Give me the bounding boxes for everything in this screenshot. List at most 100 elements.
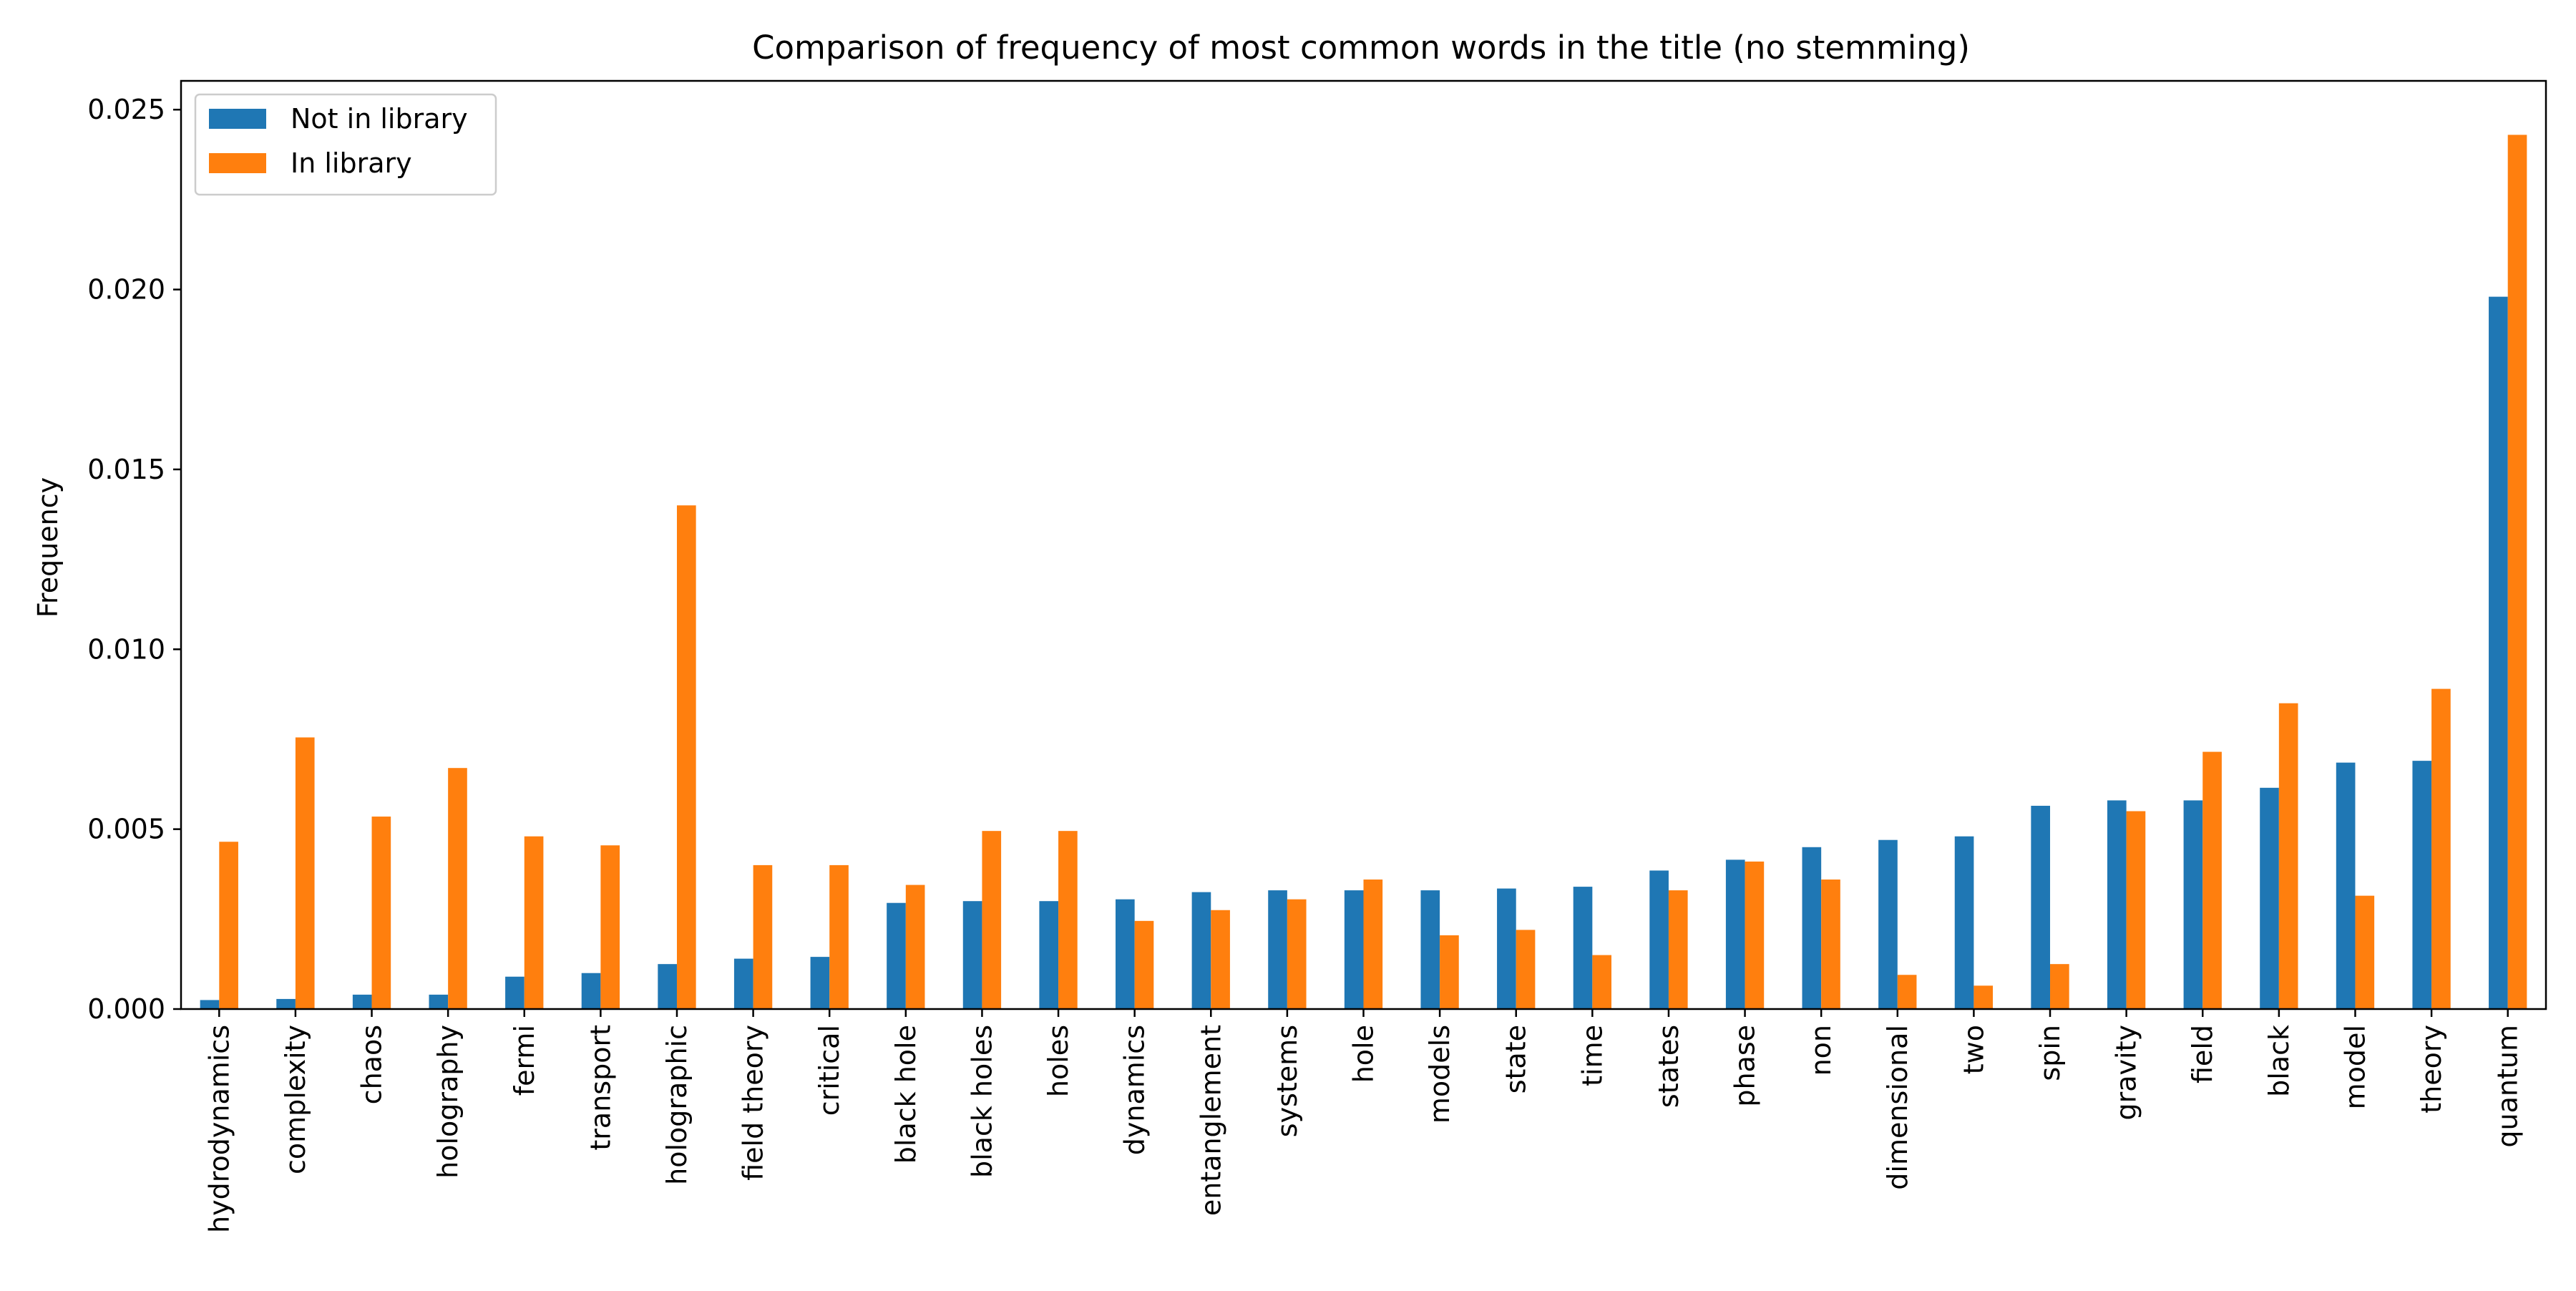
bar-in-library bbox=[219, 842, 238, 1009]
bar-not-in-library bbox=[2031, 805, 2051, 1009]
x-tick-label: holography bbox=[432, 1025, 464, 1179]
bar-not-in-library bbox=[1497, 888, 1516, 1009]
bar-in-library bbox=[2431, 688, 2451, 1009]
bar-in-library bbox=[2278, 703, 2298, 1009]
y-tick-label: 0.020 bbox=[87, 274, 165, 306]
bar-in-library bbox=[829, 864, 849, 1009]
x-tick-label: field theory bbox=[738, 1025, 769, 1181]
bar-in-library bbox=[2050, 964, 2069, 1009]
x-tick-label: dynamics bbox=[1119, 1025, 1151, 1155]
bar-not-in-library bbox=[429, 994, 449, 1009]
legend-box bbox=[194, 93, 497, 196]
x-tick-label: two bbox=[1958, 1025, 1989, 1074]
legend-label: In library bbox=[291, 147, 412, 179]
bar-not-in-library bbox=[200, 1000, 220, 1009]
x-tick-label: chaos bbox=[356, 1025, 388, 1104]
bar-not-in-library bbox=[658, 964, 677, 1009]
plot-frame bbox=[180, 79, 2547, 1010]
bar-in-library bbox=[1974, 985, 1994, 1009]
bar-not-in-library bbox=[581, 973, 601, 1009]
bars-layer bbox=[200, 135, 2527, 1009]
bar-not-in-library bbox=[2412, 761, 2432, 1009]
x-tick-label: spin bbox=[2034, 1025, 2066, 1081]
bar-not-in-library bbox=[2107, 800, 2127, 1009]
legend-label: Not in library bbox=[291, 103, 468, 135]
x-tick-label: gravity bbox=[2111, 1025, 2142, 1120]
x-tick-label: dimensional bbox=[1882, 1025, 1913, 1190]
bar-in-library bbox=[2126, 811, 2146, 1009]
chart-title: Comparison of frequency of most common w… bbox=[752, 29, 1970, 67]
bar-not-in-library bbox=[733, 958, 753, 1009]
x-tick-label: complexity bbox=[280, 1025, 311, 1174]
bar-not-in-library bbox=[276, 998, 296, 1009]
y-tick-label: 0.025 bbox=[87, 94, 165, 125]
bar-in-library bbox=[1440, 935, 1459, 1009]
x-tick-label: critical bbox=[814, 1025, 845, 1116]
bar-not-in-library bbox=[1191, 892, 1211, 1009]
bar-in-library bbox=[1668, 890, 1688, 1009]
bar-not-in-library bbox=[1039, 901, 1059, 1009]
bar-in-library bbox=[982, 831, 1002, 1009]
x-tick-label: state bbox=[1501, 1025, 1532, 1093]
bar-in-library bbox=[1821, 880, 1840, 1009]
bar-not-in-library bbox=[1573, 887, 1593, 1009]
bar-in-library bbox=[2202, 751, 2222, 1009]
bar-not-in-library bbox=[887, 902, 906, 1009]
y-tick-label: 0.010 bbox=[87, 633, 165, 665]
x-tick-label: holographic bbox=[661, 1025, 693, 1185]
x-tick-label: entanglement bbox=[1195, 1025, 1226, 1216]
x-tick-label: hydrodynamics bbox=[203, 1025, 235, 1233]
bar-in-library bbox=[600, 845, 620, 1009]
x-tick-label: quantum bbox=[2492, 1025, 2524, 1148]
bar-in-library bbox=[524, 836, 544, 1009]
bar-not-in-library bbox=[2183, 800, 2203, 1009]
bar-in-library bbox=[1058, 831, 1078, 1009]
x-tick-label: model bbox=[2339, 1025, 2371, 1109]
bar-not-in-library bbox=[2489, 296, 2508, 1009]
bar-not-in-library bbox=[1802, 847, 1822, 1009]
bar-in-library bbox=[676, 505, 696, 1009]
bar-not-in-library bbox=[505, 976, 525, 1009]
x-tick-label: black bbox=[2263, 1025, 2295, 1097]
x-tick-label: models bbox=[1424, 1025, 1455, 1124]
y-tick-label: 0.015 bbox=[87, 454, 165, 485]
legend-swatch bbox=[209, 153, 266, 173]
bar-not-in-library bbox=[1420, 890, 1440, 1009]
y-tick-label: 0.005 bbox=[87, 814, 165, 845]
x-tick-label: phase bbox=[1729, 1025, 1761, 1107]
x-tick-label: fermi bbox=[509, 1025, 540, 1096]
y-tick-label: 0.000 bbox=[87, 993, 165, 1025]
bar-not-in-library bbox=[962, 901, 982, 1009]
bar-not-in-library bbox=[2336, 762, 2356, 1009]
bar-not-in-library bbox=[1268, 890, 1287, 1009]
x-tick-label: states bbox=[1653, 1025, 1684, 1108]
bar-in-library bbox=[1287, 899, 1307, 1009]
bar-in-library bbox=[2355, 895, 2375, 1009]
bar-in-library bbox=[2507, 135, 2527, 1009]
bar-not-in-library bbox=[810, 957, 830, 1009]
legend: Not in library In library bbox=[194, 93, 497, 196]
x-tick-label: non bbox=[1805, 1025, 1837, 1076]
bar-in-library bbox=[1134, 920, 1154, 1009]
bar-not-in-library bbox=[1878, 839, 1898, 1009]
bar-in-library bbox=[1592, 955, 1611, 1009]
x-tick-label: systems bbox=[1272, 1025, 1303, 1137]
x-tick-label: field bbox=[2187, 1025, 2218, 1083]
bar-not-in-library bbox=[1344, 890, 1364, 1009]
bar-in-library bbox=[1516, 930, 1536, 1009]
bar-in-library bbox=[448, 768, 467, 1009]
bar-not-in-library bbox=[1649, 870, 1669, 1009]
bar-in-library bbox=[1211, 910, 1230, 1009]
legend-swatch bbox=[209, 109, 266, 129]
bar-in-library bbox=[371, 817, 391, 1009]
x-tick-label: holes bbox=[1043, 1025, 1074, 1097]
x-axis-ticks: hydrodynamics complexity chaos holography fe… bbox=[203, 1009, 2524, 1233]
bar-in-library bbox=[905, 885, 925, 1009]
x-tick-label: theory bbox=[2416, 1025, 2447, 1114]
bar-in-library bbox=[1745, 861, 1765, 1009]
x-tick-label: transport bbox=[585, 1025, 616, 1151]
bar-not-in-library bbox=[1116, 899, 1135, 1009]
